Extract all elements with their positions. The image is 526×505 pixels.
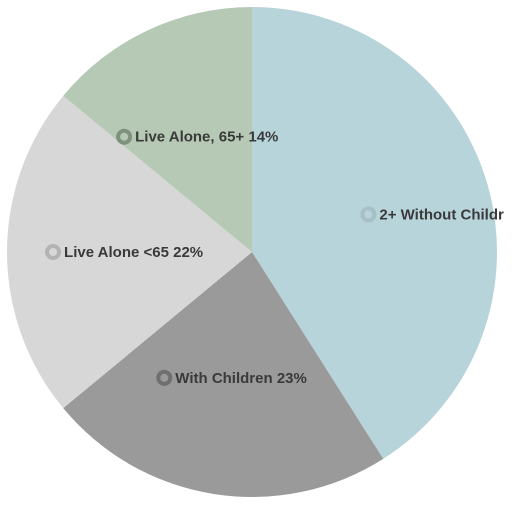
pie-labels-group: 2+ Without Childr With Children 23% Live A…: [45, 128, 504, 387]
pie-slice-with-children: [63, 252, 384, 498]
pie-slice-live-alone-65: [63, 6, 252, 252]
pie-slice-marker-live-alone-65: [116, 128, 133, 145]
pie-slice-label-2-without-children: 2+ Without Childr: [379, 206, 504, 223]
pie-slice-live-alone-65: [6, 95, 253, 409]
pie-slice-marker-live-alone-65: [45, 244, 62, 260]
pie-slice-marker-2-without-children: [360, 206, 377, 223]
pie-slices-group: [6, 6, 498, 498]
pie-slice-label-live-alone-65: Live Alone <65 22%: [64, 244, 203, 261]
pie-slice-2-without-children: [252, 7, 498, 459]
pie-slice-marker-with-children: [156, 369, 173, 386]
pie-slice-label-live-alone-65: Live Alone, 65+ 14%: [135, 129, 278, 146]
pie-slice-label-with-children: With Children 23%: [175, 370, 307, 387]
